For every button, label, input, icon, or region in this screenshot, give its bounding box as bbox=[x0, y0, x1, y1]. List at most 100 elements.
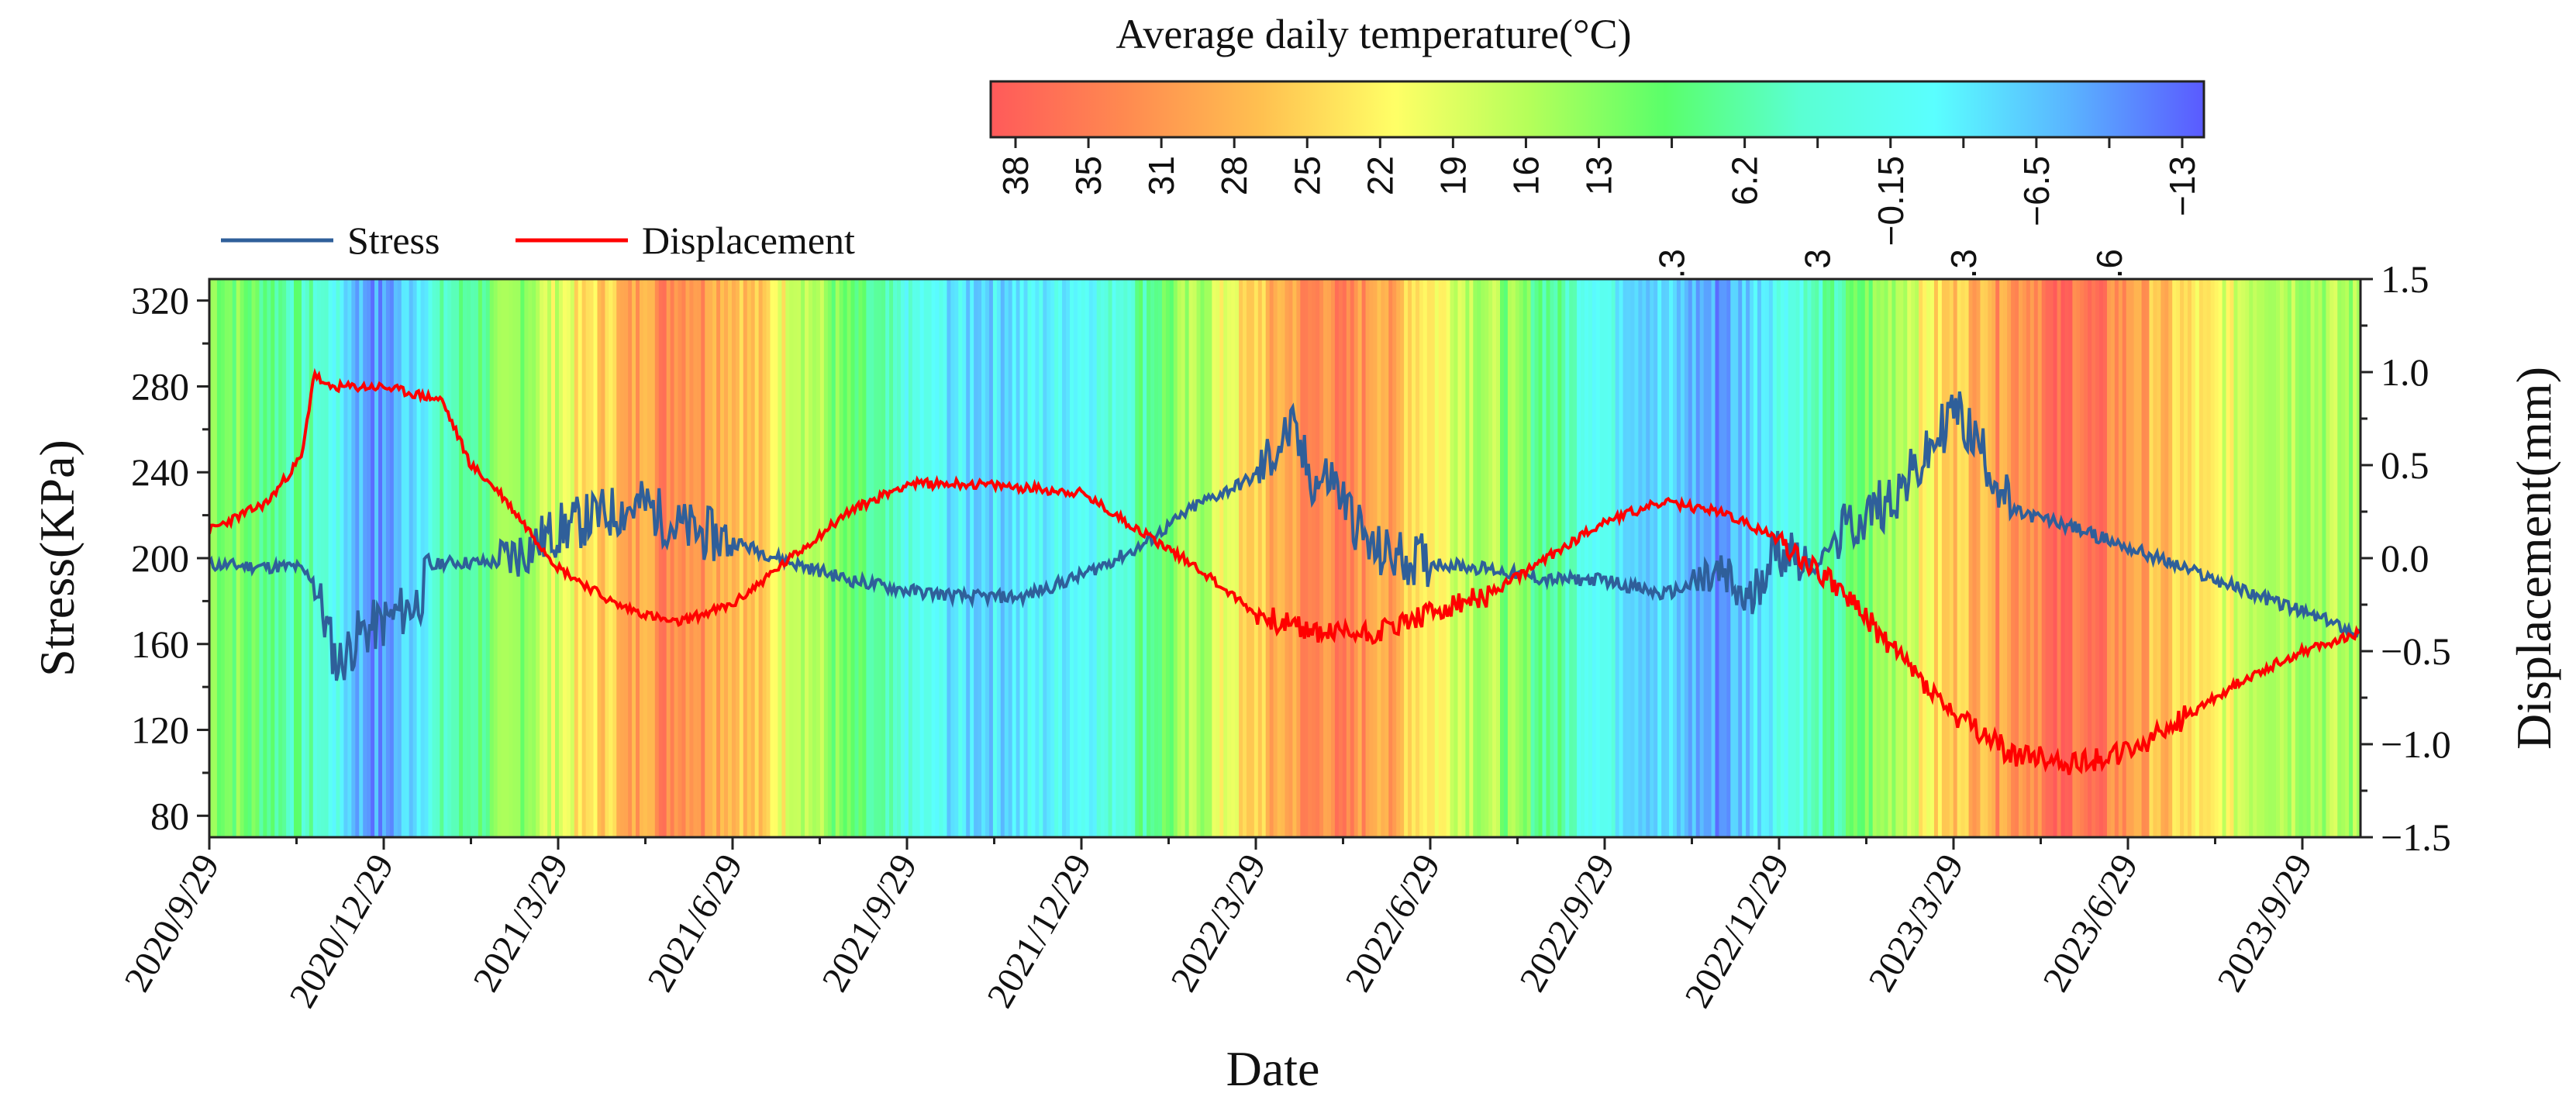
temperature-band bbox=[2026, 279, 2032, 837]
temperature-band bbox=[1503, 279, 1509, 837]
temperature-band bbox=[981, 279, 987, 837]
y2-tick-label: −1.5 bbox=[2381, 816, 2451, 859]
temperature-band bbox=[1941, 279, 1947, 837]
temperature-band bbox=[1672, 279, 1678, 837]
temperature-band bbox=[1546, 279, 1551, 837]
temperature-band bbox=[2102, 279, 2109, 837]
temperature-band bbox=[540, 279, 545, 837]
temperature-band bbox=[562, 279, 568, 837]
y2-tick-label: −1.0 bbox=[2381, 722, 2451, 766]
temperature-band bbox=[1838, 279, 1843, 837]
temperature-band bbox=[2195, 279, 2201, 837]
temperature-band bbox=[2049, 279, 2054, 837]
temperature-band bbox=[923, 279, 929, 837]
temperature-band bbox=[2095, 279, 2101, 837]
temperature-band bbox=[416, 279, 422, 837]
temperature-band bbox=[243, 279, 249, 837]
temperature-band bbox=[367, 279, 372, 837]
temperature-band bbox=[1269, 279, 1274, 837]
x-tick-label: 2022/6/29 bbox=[1337, 847, 1448, 998]
temperature-band bbox=[405, 279, 410, 837]
temperature-band bbox=[878, 279, 883, 837]
temperature-band bbox=[428, 279, 433, 837]
temperature-band bbox=[601, 279, 606, 837]
temperature-band bbox=[332, 279, 337, 837]
y2-tick-label: 1.0 bbox=[2381, 350, 2429, 394]
temperature-band bbox=[643, 279, 649, 837]
temperature-band bbox=[1919, 279, 1924, 837]
temperature-band bbox=[2064, 279, 2070, 837]
temperature-band bbox=[927, 279, 933, 837]
temperature-band bbox=[809, 279, 814, 837]
temperature-band bbox=[1615, 279, 1620, 837]
temperature-band bbox=[1147, 279, 1152, 837]
colorbar-tick-label: 35 bbox=[1068, 156, 1109, 195]
temperature-band bbox=[2184, 279, 2189, 837]
temperature-band bbox=[1223, 279, 1229, 837]
temperature-band bbox=[1219, 279, 1225, 837]
temperature-band bbox=[1231, 279, 1236, 837]
temperature-band bbox=[750, 279, 756, 837]
temperature-band bbox=[324, 279, 329, 837]
temperature-band bbox=[958, 279, 964, 837]
temperature-band bbox=[1926, 279, 1932, 837]
temperature-band bbox=[1157, 279, 1164, 837]
temperature-band bbox=[1857, 279, 1863, 837]
temperature-band bbox=[1469, 279, 1474, 837]
temperature-band bbox=[2114, 279, 2120, 837]
temperature-band bbox=[259, 279, 264, 837]
temperature-band bbox=[689, 279, 695, 837]
temperature-band bbox=[1849, 279, 1855, 837]
x-axis-title: Date bbox=[1226, 1041, 1320, 1096]
temperature-band bbox=[2287, 279, 2293, 837]
temperature-band bbox=[678, 279, 683, 837]
temperature-band bbox=[2198, 279, 2205, 837]
temperature-band bbox=[1085, 279, 1090, 837]
temperature-band bbox=[554, 279, 560, 837]
temperature-band bbox=[1842, 279, 1847, 837]
temperature-band bbox=[1338, 279, 1344, 837]
temperature-band bbox=[2329, 279, 2335, 837]
temperature-band bbox=[805, 279, 810, 837]
temperature-band bbox=[1008, 279, 1013, 837]
temperature-band bbox=[420, 279, 426, 837]
temperature-band bbox=[1519, 279, 1524, 837]
temperature-band bbox=[1738, 279, 1743, 837]
temperature-band bbox=[1872, 279, 1878, 837]
temperature-band bbox=[2326, 279, 2331, 837]
legend: Stress Displacement bbox=[221, 219, 855, 262]
x-tick-label: 2023/9/29 bbox=[2209, 847, 2320, 998]
temperature-band bbox=[1135, 279, 1140, 837]
temperature-band bbox=[1845, 279, 1851, 837]
right-axis: −1.5 −1.0 −0.5 0.0 0.5 1.0 1.5 bbox=[2360, 257, 2451, 859]
temperature-band bbox=[2272, 279, 2278, 837]
x-tick-label: 2020/9/29 bbox=[116, 847, 227, 998]
temperature-band bbox=[1039, 279, 1044, 837]
temperature-band bbox=[1081, 279, 1087, 837]
temperature-band bbox=[2003, 279, 2009, 837]
temperature-band bbox=[1123, 279, 1129, 837]
temperature-band bbox=[1415, 279, 1421, 837]
temperature-band bbox=[224, 279, 229, 837]
x-tick-label: 2022/9/29 bbox=[1512, 847, 1623, 998]
temperature-band bbox=[1880, 279, 1885, 837]
temperature-band bbox=[2314, 279, 2319, 837]
temperature-band bbox=[1676, 279, 1682, 837]
temperature-band bbox=[1500, 279, 1505, 837]
temperature-band bbox=[1826, 279, 1832, 837]
temperature-band bbox=[1823, 279, 1828, 837]
temperature-band bbox=[351, 279, 357, 837]
temperature-band bbox=[1888, 279, 1893, 837]
temperature-band bbox=[1764, 279, 1771, 837]
temperature-band bbox=[816, 279, 822, 837]
temperature-band bbox=[754, 279, 760, 837]
temperature-band bbox=[1891, 279, 1897, 837]
legend-stress-label: Stress bbox=[347, 219, 440, 262]
temperature-band bbox=[1930, 279, 1936, 837]
temperature-band bbox=[263, 279, 268, 837]
temperature-band bbox=[2229, 279, 2235, 837]
temperature-band bbox=[1937, 279, 1943, 837]
temperature-band bbox=[1292, 279, 1298, 837]
temperature-band bbox=[904, 279, 910, 837]
temperature-band bbox=[793, 279, 798, 837]
